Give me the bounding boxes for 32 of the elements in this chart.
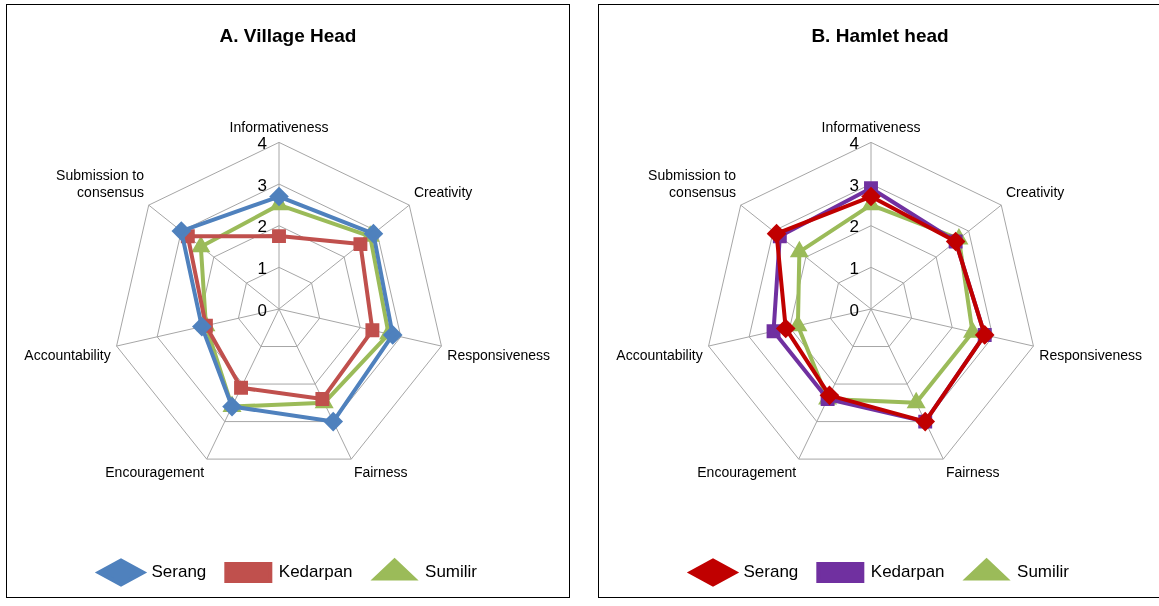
spoke-label: Responsiveness xyxy=(447,346,551,363)
y-tick-label: 4 xyxy=(849,134,859,154)
legend-label: Kedarpan xyxy=(278,562,353,582)
spoke-label: Responsiveness xyxy=(1039,346,1143,363)
legend-label: Sumilir xyxy=(425,562,478,582)
spoke-label: Fairness xyxy=(945,463,1000,480)
spoke-label: Submission to consensus xyxy=(56,167,145,200)
y-tick-label: 3 xyxy=(849,175,859,195)
y-tick-label: 0 xyxy=(257,300,267,320)
y-tick-label: 2 xyxy=(849,217,859,237)
spoke-label: Accountability xyxy=(24,346,111,363)
y-tick-label: 4 xyxy=(257,134,267,154)
spoke-label: Submission to consensus xyxy=(648,167,737,200)
legend-label: Serang xyxy=(743,562,799,582)
legend-label: Serang xyxy=(151,562,207,582)
y-tick-label: 1 xyxy=(849,259,859,279)
spoke-label: Creativity xyxy=(1005,183,1065,200)
spoke-label: Creativity xyxy=(413,183,473,200)
spoke-label: Fairness xyxy=(353,463,408,480)
spoke-label: Informativeness xyxy=(229,118,329,135)
spoke-label: Informativeness xyxy=(821,118,921,135)
y-tick-label: 3 xyxy=(257,175,267,195)
spoke-label: Encouragement xyxy=(105,463,205,480)
y-tick-label: 1 xyxy=(257,259,267,279)
spoke-label: Accountability xyxy=(616,346,703,363)
legend-label: Kedarpan xyxy=(870,562,945,582)
y-tick-label: 0 xyxy=(849,300,859,320)
y-tick-label: 2 xyxy=(257,217,267,237)
chart-title: A. Village Head xyxy=(219,24,357,46)
spoke-label: Encouragement xyxy=(697,463,797,480)
chart-title: B. Hamlet head xyxy=(811,24,949,46)
legend-label: Sumilir xyxy=(1017,562,1070,582)
